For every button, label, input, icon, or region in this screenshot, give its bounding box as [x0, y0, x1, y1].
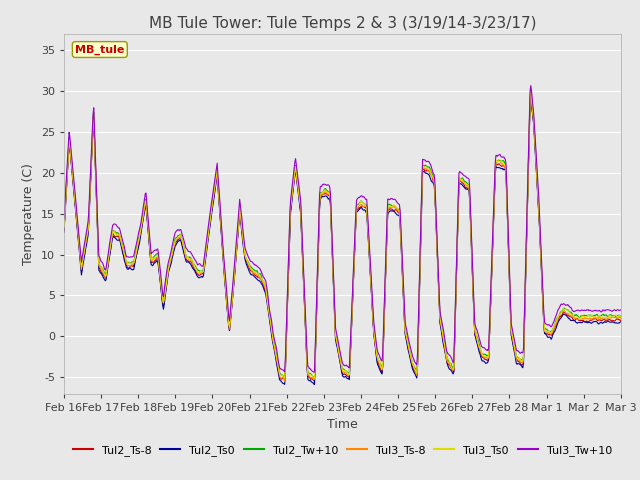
- Y-axis label: Temperature (C): Temperature (C): [22, 163, 35, 264]
- Text: MB_tule: MB_tule: [75, 44, 125, 55]
- X-axis label: Time: Time: [327, 418, 358, 431]
- Legend: Tul2_Ts-8, Tul2_Ts0, Tul2_Tw+10, Tul3_Ts-8, Tul3_Ts0, Tul3_Tw+10: Tul2_Ts-8, Tul2_Ts0, Tul2_Tw+10, Tul3_Ts…: [68, 440, 616, 460]
- Title: MB Tule Tower: Tule Temps 2 & 3 (3/19/14-3/23/17): MB Tule Tower: Tule Temps 2 & 3 (3/19/14…: [148, 16, 536, 31]
